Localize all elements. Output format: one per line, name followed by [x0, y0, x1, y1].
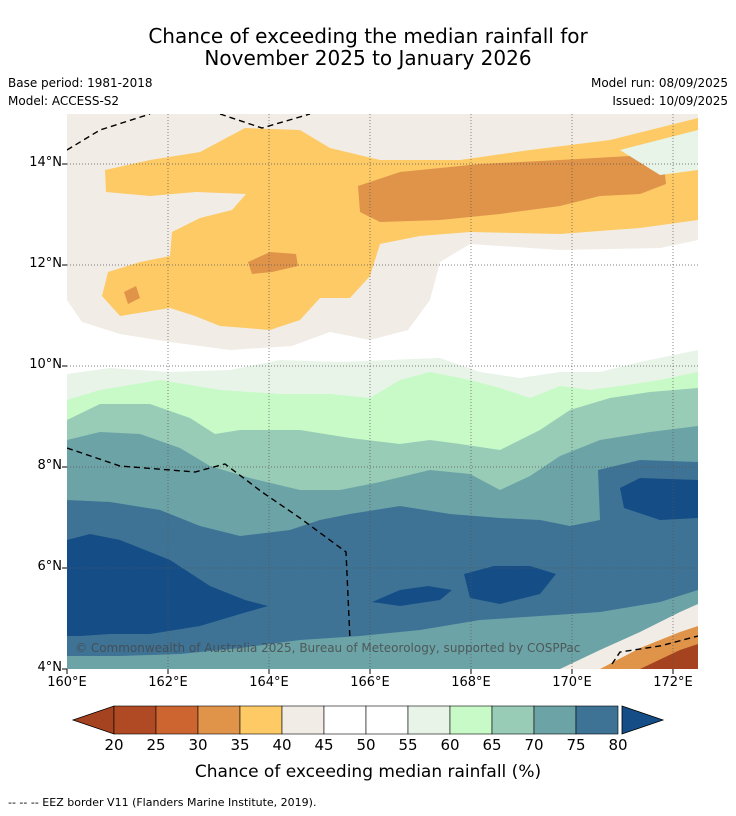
colorbar-low-arrow [71, 705, 115, 735]
colorbar-tick-label: 65 [482, 736, 502, 754]
lon-label: 170°E [552, 675, 592, 690]
copyright-notice: © Commonwealth of Australia 2025, Bureau… [75, 641, 581, 655]
colorbar-cell [491, 705, 535, 735]
model-text: Model: ACCESS-S2 [8, 94, 120, 108]
issued-text: Issued: 10/09/2025 [612, 94, 728, 108]
contour-30-35-c [124, 286, 140, 304]
lon-label: 162°E [148, 675, 188, 690]
colorbar-tick-label: 50 [356, 736, 376, 754]
lat-label: 8°N [37, 458, 63, 473]
colorbar-tick-label: 35 [230, 736, 250, 754]
colorbar-cell [197, 705, 241, 735]
contour-30-35-b [248, 252, 298, 274]
colorbar-cell [113, 705, 157, 735]
lon-label: 166°E [350, 675, 390, 690]
colorbar-cell [281, 705, 325, 735]
contour-85-plus-b [464, 566, 556, 604]
base-period-text: Base period: 1981-2018 [8, 76, 153, 90]
colorbar-cell [407, 705, 451, 735]
lat-label: 12°N [29, 256, 62, 271]
colorbar-tick-label: 55 [398, 736, 418, 754]
colorbar-cell [365, 705, 409, 735]
contour-60-65-n [620, 130, 698, 175]
contour-30-35 [358, 156, 666, 222]
colorbar-cell [239, 705, 283, 735]
map-gridlines [67, 114, 698, 669]
colorbar-tick-label: 75 [566, 736, 586, 754]
contour-fill [67, 114, 698, 669]
colorbar-tick-label: 20 [104, 736, 124, 754]
colorbar-cell [449, 705, 493, 735]
colorbar-cell [533, 705, 577, 735]
colorbar [71, 705, 665, 735]
contour-85-plus-a [67, 534, 268, 636]
colorbar-cell [575, 705, 619, 735]
contour-85-plus-c [372, 586, 452, 606]
axis-ticks [62, 163, 674, 674]
colorbar-tick-label: 40 [272, 736, 292, 754]
lon-label: 172°E [653, 675, 693, 690]
colorbar-cell [323, 705, 367, 735]
colorbar-label: Chance of exceeding median rainfall (%) [194, 762, 542, 782]
map-title-line2: November 2025 to January 2026 [204, 46, 532, 70]
lon-label: 164°E [249, 675, 289, 690]
colorbar-tick-label: 30 [188, 736, 208, 754]
contour-85-plus-d [620, 478, 698, 520]
colorbar-tick-label: 70 [524, 736, 544, 754]
model-run-text: Model run: 08/09/2025 [590, 76, 728, 90]
colorbar-cell [155, 705, 199, 735]
contour-dry-se-20 [640, 644, 698, 669]
lon-label: 168°E [451, 675, 491, 690]
lat-label: 4°N [37, 660, 63, 675]
colorbar-high-arrow [621, 705, 665, 735]
eez-legend-text: -- -- -- EEZ border V11 (Flanders Marine… [8, 796, 317, 809]
lat-label: 10°N [29, 357, 62, 372]
map-title-line1: Chance of exceeding the median rainfall … [148, 24, 588, 48]
colorbar-tick-label: 25 [146, 736, 166, 754]
eez-border [67, 114, 698, 665]
lat-label: 14°N [29, 155, 62, 170]
colorbar-tick-label: 60 [440, 736, 460, 754]
colorbar-tick-label: 80 [608, 736, 628, 754]
lon-label: 160°E [47, 675, 87, 690]
lat-label: 6°N [37, 559, 63, 574]
colorbar-tick-label: 45 [314, 736, 334, 754]
